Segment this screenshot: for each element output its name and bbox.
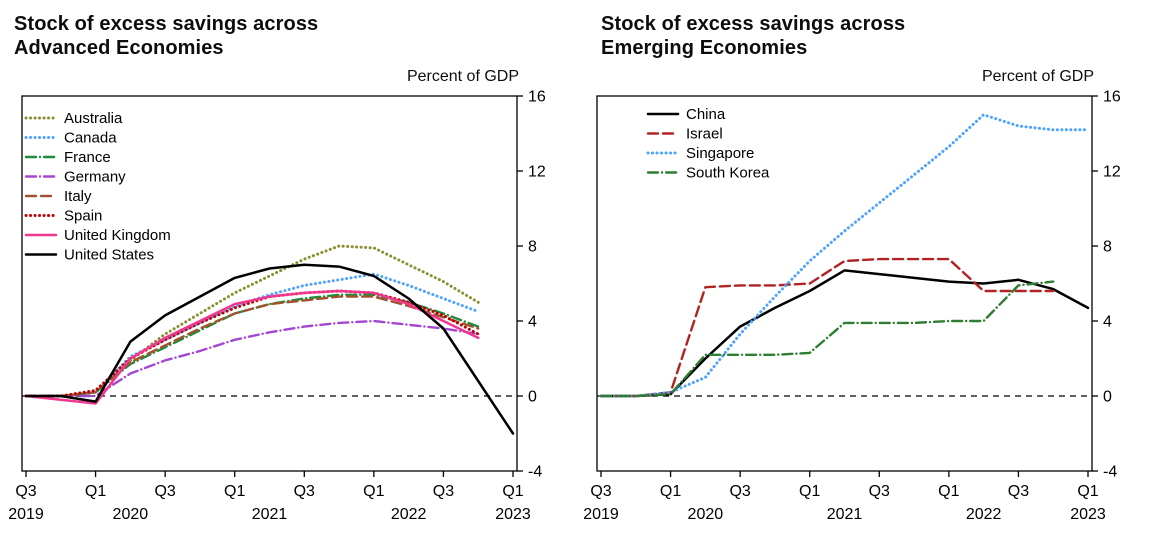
legend-label-canada: Canada — [64, 130, 117, 147]
legend-label-united-kingdom: United Kingdom — [64, 227, 171, 244]
x-tick-label: Q1 — [1077, 483, 1098, 500]
y-tick-label: -4 — [1103, 464, 1117, 481]
series-south-korea — [599, 280, 1055, 398]
series-singapore — [599, 113, 1090, 398]
unit-label-emerging: Percent of GDP — [981, 68, 1094, 85]
series-united-kingdom — [24, 289, 480, 405]
legend-label-singapore: Singapore — [686, 145, 754, 162]
series-australia — [24, 244, 480, 398]
series-canada — [24, 272, 480, 398]
series-spain — [24, 289, 480, 398]
legend: Australia Canada France Germany Italy Spain Un… — [24, 110, 171, 264]
y-tick-label: 12 — [528, 164, 546, 181]
x-year-label: 2023 — [495, 506, 531, 523]
x-tick-label: Q1 — [799, 483, 820, 500]
legend: China Israel Singapore South Korea — [646, 106, 770, 182]
plot-frame — [596, 95, 1093, 472]
legend-label-australia: Australia — [64, 110, 123, 127]
x-tick-label: Q3 — [15, 483, 36, 500]
legend-label-italy: Italy — [64, 188, 92, 205]
x-tick-label: Q1 — [224, 483, 245, 500]
x-year-label: 2023 — [1070, 506, 1106, 523]
x-tick-label: Q3 — [294, 483, 315, 500]
x-year-label: 2021 — [827, 506, 863, 523]
x-tick-label: Q3 — [869, 483, 890, 500]
emerging-economies-panel: Stock of excess savings across Emerging … — [575, 0, 1150, 543]
unit-label-advanced: Percent of GDP — [406, 68, 519, 85]
x-year-label: 2022 — [391, 506, 427, 523]
legend-label-south-korea: South Korea — [686, 165, 770, 182]
series-germany — [24, 319, 480, 398]
x-year-label: 2020 — [113, 506, 149, 523]
series-italy — [24, 295, 480, 398]
legend-label-germany: Germany — [64, 169, 126, 186]
x-tick-label: Q3 — [433, 483, 454, 500]
y-tick-label: 4 — [528, 314, 537, 331]
legend-label-spain: Spain — [64, 208, 102, 225]
legend-label-china: China — [686, 106, 726, 123]
x-year-label: 2019 — [8, 506, 44, 523]
series-united-states — [24, 263, 515, 435]
x-tick-label: Q3 — [154, 483, 175, 500]
chart-title-emerging: Stock of excess savings across Emerging … — [601, 13, 906, 59]
y-tick-label: 0 — [528, 389, 537, 406]
y-tick-label: 8 — [528, 239, 537, 256]
series-israel — [599, 257, 1055, 398]
x-tick-label: Q3 — [1008, 483, 1029, 500]
chart-title-advanced: Stock of excess savings across Advanced … — [14, 13, 319, 59]
x-year-label: 2020 — [688, 506, 724, 523]
y-tick-label: 12 — [1103, 164, 1121, 181]
advanced-economies-chart: -4 0 4 8 12 16 Q3 Q1 Q3 Q1 Q3 Q1 Q3 Q1 2019 2020 2021 202… — [8, 89, 546, 524]
emerging-economies-chart: -4 0 4 8 12 16 Q3 Q1 Q3 Q1 Q3 Q1 Q3 Q1 2019 2020 2021 202… — [583, 89, 1121, 524]
advanced-economies-panel: Stock of excess savings across Advanced … — [8, 13, 546, 524]
x-year-label: 2021 — [252, 506, 288, 523]
x-tick-label: Q1 — [502, 483, 523, 500]
plot-frame — [21, 95, 518, 472]
x-year-label: 2019 — [583, 506, 619, 523]
x-tick-label: Q3 — [590, 483, 611, 500]
x-year-label: 2022 — [966, 506, 1002, 523]
y-tick-label: 4 — [1103, 314, 1112, 331]
y-tick-label: 16 — [528, 89, 546, 106]
y-tick-label: 8 — [1103, 239, 1112, 256]
legend-label-israel: Israel — [686, 126, 723, 143]
y-tick-label: -4 — [528, 464, 542, 481]
x-tick-label: Q1 — [660, 483, 681, 500]
legend-label-france: France — [64, 149, 111, 166]
x-tick-label: Q1 — [938, 483, 959, 500]
y-tick-label: 16 — [1103, 89, 1121, 106]
x-tick-label: Q3 — [729, 483, 750, 500]
y-tick-label: 0 — [1103, 389, 1112, 406]
x-tick-label: Q1 — [363, 483, 384, 500]
legend-label-united-states: United States — [64, 247, 154, 264]
x-tick-label: Q1 — [85, 483, 106, 500]
